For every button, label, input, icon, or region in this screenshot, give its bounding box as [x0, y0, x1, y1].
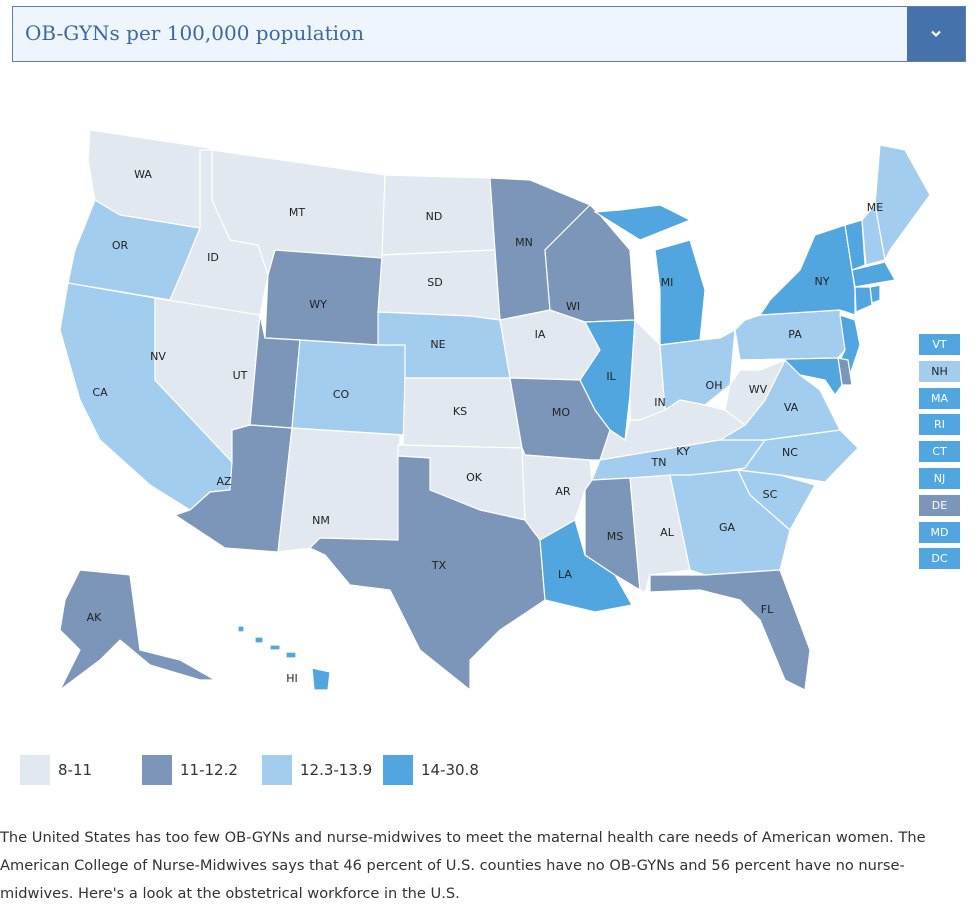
state-hi[interactable] — [237, 625, 331, 691]
state-label: MO — [552, 406, 570, 419]
legend-label: 11-12.2 — [180, 761, 238, 779]
small-state-nh[interactable]: NH — [919, 360, 960, 382]
small-state-nj[interactable]: NJ — [919, 468, 960, 489]
state-md[interactable] — [739, 357, 843, 397]
legend-swatch — [383, 755, 413, 785]
state-label: AZ — [216, 475, 232, 488]
state-label: OR — [112, 239, 129, 252]
description-paragraph: The United States has too few OB-GYNs an… — [0, 824, 980, 908]
legend-label: 14-30.8 — [421, 761, 479, 779]
state-tx[interactable] — [308, 455, 546, 692]
state-vt[interactable] — [844, 219, 866, 271]
state-ct[interactable] — [854, 286, 873, 313]
small-state-ct[interactable]: CT — [919, 441, 960, 463]
chevron-down-icon — [931, 30, 941, 38]
legend-item: 12.3-13.9 — [262, 755, 372, 785]
small-state-md[interactable]: MD — [919, 521, 960, 543]
dropdown-toggle-button[interactable] — [907, 7, 965, 61]
indicator-dropdown[interactable]: OB-GYNs per 100,000 population — [12, 6, 966, 62]
legend-swatch — [142, 755, 172, 785]
legend-item: 11-12.2 — [142, 755, 238, 785]
state-nm[interactable] — [277, 427, 401, 553]
small-state-ri[interactable]: RI — [919, 414, 960, 436]
small-state-ma[interactable]: MA — [919, 387, 960, 409]
state-label: OH — [706, 379, 723, 392]
state-label: UT — [233, 369, 248, 382]
legend-item: 8-11 — [20, 755, 92, 785]
state-label: NY — [815, 275, 830, 288]
state-label: KY — [676, 445, 690, 458]
small-state-dc[interactable]: DC — [919, 548, 960, 570]
state-fl[interactable] — [649, 569, 811, 691]
state-label: TN — [651, 456, 667, 469]
legend-label: 12.3-13.9 — [300, 761, 373, 779]
paragraph-line: American College of Nurse-Midwives says … — [0, 857, 905, 874]
state-ny[interactable] — [758, 224, 856, 316]
state-nh[interactable] — [861, 203, 886, 266]
state-me[interactable] — [874, 144, 931, 262]
state-label: GA — [719, 521, 736, 534]
state-label: PA — [788, 328, 802, 341]
state-label: MT — [289, 206, 305, 219]
state-label: SD — [427, 276, 442, 289]
state-label: AL — [660, 526, 675, 539]
state-label: TX — [431, 559, 447, 572]
legend-swatch — [262, 755, 292, 785]
state-label: MS — [607, 530, 623, 543]
state-label: CA — [92, 386, 108, 399]
state-label: KS — [453, 405, 467, 418]
state-nc[interactable] — [737, 429, 859, 483]
state-label: LA — [558, 568, 572, 581]
state-label: NC — [782, 446, 798, 459]
state-label: IA — [535, 328, 546, 341]
state-label: MN — [515, 236, 533, 249]
state-label: VA — [784, 401, 799, 414]
paragraph-line: The United States has too few OB-GYNs an… — [0, 829, 926, 846]
state-label: IL — [606, 370, 616, 383]
state-wi[interactable] — [544, 204, 636, 323]
state-label: ID — [207, 251, 219, 264]
state-label: SC — [763, 488, 778, 501]
state-label: NE — [430, 338, 445, 351]
state-label: AR — [555, 485, 571, 498]
dropdown-selected-value: OB-GYNs per 100,000 population — [25, 21, 364, 45]
state-label: WY — [309, 298, 327, 311]
state-ma[interactable] — [851, 261, 896, 288]
state-label: IN — [654, 396, 665, 409]
state-label: CO — [333, 388, 350, 401]
state-label: FL — [761, 603, 774, 616]
state-label: AK — [87, 611, 103, 624]
state-ak[interactable] — [59, 569, 218, 691]
state-label: ME — [867, 201, 883, 214]
state-label: NM — [312, 514, 330, 527]
legend-item: 14-30.8 — [383, 755, 479, 785]
legend-label: 8-11 — [58, 761, 93, 779]
state-wv[interactable] — [724, 358, 787, 426]
state-label: OK — [466, 471, 483, 484]
state-label: WA — [134, 168, 152, 181]
small-state-de[interactable]: DE — [919, 494, 960, 516]
small-state-vt[interactable]: VT — [919, 334, 960, 355]
state-la[interactable] — [539, 519, 633, 613]
legend-swatch — [20, 755, 50, 785]
paragraph-line: midwives. Here's a look at the obstetric… — [0, 885, 460, 902]
state-label: WV — [749, 383, 768, 396]
state-label: MI — [661, 276, 674, 289]
state-label: HI — [286, 672, 298, 685]
state-label: ND — [426, 210, 443, 223]
state-label: NV — [150, 350, 166, 363]
state-label: WI — [566, 300, 580, 313]
us-choropleth-map: WA OR CA NV ID MT WY UT AZ CO NM ND SD NE KS OK TX MN IA MO… — [59, 129, 931, 692]
